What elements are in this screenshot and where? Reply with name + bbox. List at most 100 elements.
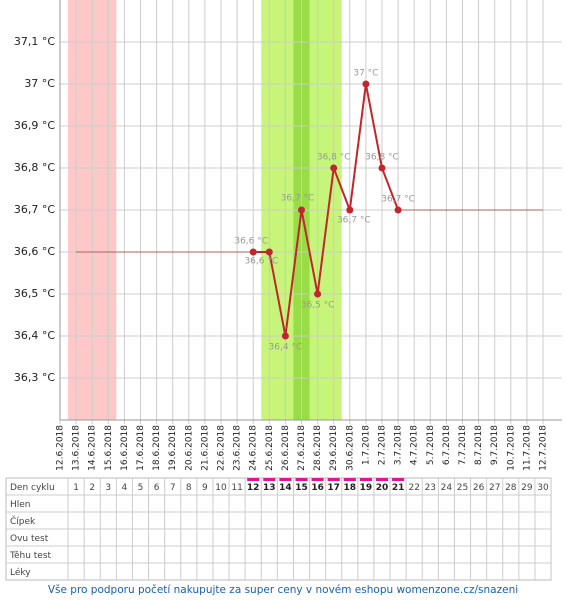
data-label: 36,4 °C — [269, 343, 303, 353]
data-label: 36,6 °C — [244, 257, 278, 267]
y-tick-label: 36,8 °C — [14, 161, 55, 174]
data-label: 37 °C — [353, 69, 378, 79]
data-label: 36,7 °C — [281, 194, 315, 204]
x-tick-label: 12.7.2018 — [539, 425, 549, 471]
x-tick-label: 3.7.2018 — [394, 425, 404, 465]
x-tick-label: 22.6.2018 — [217, 425, 227, 471]
cycle-day: 28 — [505, 483, 517, 493]
y-tick-label: 36,7 °C — [14, 203, 55, 216]
x-tick-label: 30.6.2018 — [345, 425, 355, 471]
x-tick-label: 6.7.2018 — [442, 425, 452, 465]
x-tick-label: 12.6.2018 — [56, 425, 66, 471]
y-tick-label: 36,5 °C — [14, 287, 55, 300]
cycle-day: 23 — [425, 483, 436, 493]
y-tick-label: 37,1 °C — [14, 35, 55, 48]
temperature-line — [253, 83, 400, 337]
x-tick-label: 17.6.2018 — [136, 425, 146, 471]
x-tick-label: 1.7.2018 — [361, 425, 371, 465]
cycle-day: 21 — [392, 483, 405, 493]
row-label: Den cyklu — [10, 483, 55, 493]
cycle-day: 12 — [247, 483, 260, 493]
cycle-day: 14 — [279, 483, 292, 493]
x-tick-label: 16.6.2018 — [120, 425, 130, 471]
data-label: 36,7 °C — [337, 216, 371, 226]
x-tick-label: 24.6.2018 — [249, 425, 259, 471]
x-tick-label: 21.6.2018 — [200, 425, 210, 471]
cycle-day: 4 — [122, 483, 128, 493]
cycle-day: 22 — [408, 483, 419, 493]
x-tick-label: 7.7.2018 — [458, 425, 468, 465]
x-tick-label: 20.6.2018 — [184, 425, 194, 471]
cycle-day: 13 — [263, 483, 276, 493]
cycle-day: 19 — [360, 483, 373, 493]
x-tick-label: 29.6.2018 — [329, 425, 339, 471]
y-tick-label: 36,4 °C — [14, 329, 55, 342]
cycle-day: 26 — [473, 483, 485, 493]
cycle-day: 20 — [376, 483, 389, 493]
y-tick-label: 36,6 °C — [14, 245, 55, 258]
x-tick-label: 13.6.2018 — [72, 425, 82, 471]
y-tick-label: 36,9 °C — [14, 119, 55, 132]
cycle-day: 7 — [170, 483, 176, 493]
data-point — [249, 248, 257, 256]
data-point — [265, 248, 273, 256]
y-tick-label: 36,3 °C — [14, 371, 55, 384]
cycle-day: 16 — [311, 483, 324, 493]
x-tick-label: 15.6.2018 — [104, 425, 114, 471]
cycle-day: 11 — [231, 483, 242, 493]
cycle-day: 9 — [202, 483, 208, 493]
cycle-day: 29 — [521, 483, 533, 493]
data-point — [346, 206, 354, 214]
cycle-day: 24 — [441, 483, 453, 493]
x-tick-label: 4.7.2018 — [410, 425, 420, 465]
y-tick-label: 37 °C — [24, 77, 55, 90]
cycle-day: 8 — [186, 483, 192, 493]
cycle-day: 2 — [89, 483, 95, 493]
cycle-day: 30 — [537, 483, 549, 493]
row-label: Hlen — [10, 500, 31, 510]
x-tick-label: 10.7.2018 — [506, 425, 516, 471]
x-tick-label: 25.6.2018 — [265, 425, 275, 471]
x-tick-label: 23.6.2018 — [233, 425, 243, 471]
footer-link[interactable]: Vše pro podporu početí nakupujte za supe… — [48, 584, 518, 596]
cycle-day: 15 — [295, 483, 308, 493]
cycle-day: 10 — [215, 483, 227, 493]
data-point — [330, 164, 338, 172]
data-label: 36,8 °C — [317, 153, 351, 163]
x-tick-label: 18.6.2018 — [152, 425, 162, 471]
cycle-day: 3 — [105, 483, 111, 493]
x-tick-label: 19.6.2018 — [168, 425, 178, 471]
row-label: Čípek — [10, 515, 36, 527]
cycle-day: 27 — [489, 483, 500, 493]
data-point — [314, 290, 322, 298]
data-point — [362, 80, 370, 88]
data-label: 36,8 °C — [365, 153, 399, 163]
x-tick-label: 9.7.2018 — [490, 425, 500, 465]
x-tick-label: 28.6.2018 — [313, 425, 323, 471]
x-tick-label: 27.6.2018 — [297, 425, 307, 471]
cycle-day: 25 — [457, 483, 468, 493]
data-label: 36,6 °C — [234, 237, 268, 247]
row-label: Těhu test — [9, 551, 52, 561]
x-tick-label: 5.7.2018 — [426, 425, 436, 465]
data-label: 36,5 °C — [301, 301, 335, 311]
data-label: 36,7 °C — [381, 195, 415, 205]
data-point — [281, 332, 289, 340]
cycle-day: 17 — [327, 483, 340, 493]
data-point — [378, 164, 386, 172]
row-label: Léky — [10, 567, 31, 578]
x-tick-label: 2.7.2018 — [378, 425, 388, 465]
data-point — [298, 206, 305, 214]
data-point — [394, 206, 402, 214]
cycle-day: 6 — [154, 483, 160, 493]
x-tick-label: 11.7.2018 — [522, 425, 532, 471]
x-tick-label: 26.6.2018 — [281, 425, 291, 471]
cycle-day: 18 — [344, 483, 357, 493]
cycle-day: 5 — [138, 483, 144, 493]
x-tick-label: 8.7.2018 — [474, 425, 484, 465]
x-tick-label: 14.6.2018 — [88, 425, 98, 471]
cycle-day: 1 — [73, 483, 79, 493]
row-label: Ovu test — [10, 534, 49, 544]
